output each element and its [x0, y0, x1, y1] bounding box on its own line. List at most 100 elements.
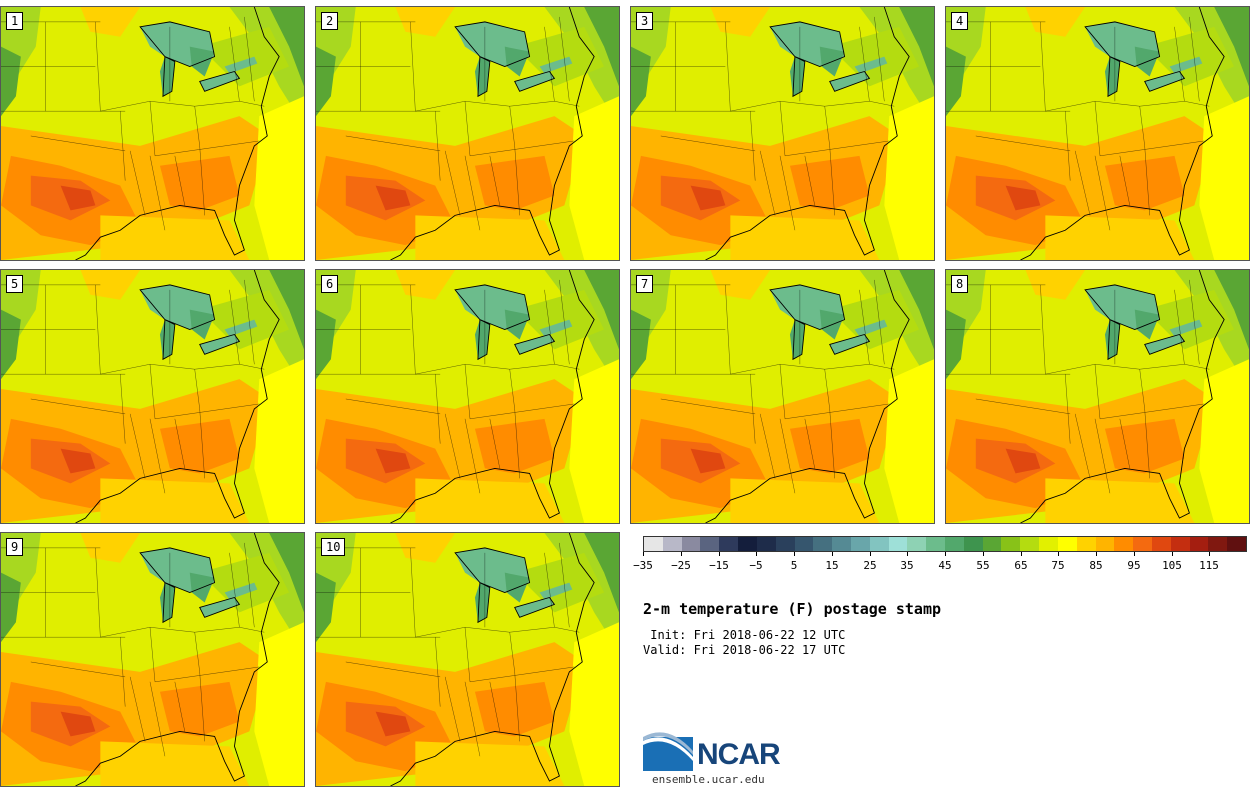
- colorbar-swatch: [1114, 537, 1134, 551]
- member-number-label: 10: [321, 538, 346, 556]
- colorbar-swatch: [888, 537, 908, 551]
- colorbar-swatch: [926, 537, 945, 551]
- member-number-label: 3: [636, 12, 654, 30]
- colorbar-swatch: [1208, 537, 1228, 551]
- temperature-map: [946, 7, 1249, 260]
- member-panel: 5: [0, 269, 305, 524]
- colorbar-tick: [643, 552, 644, 556]
- temperature-colorbar: [643, 536, 1247, 552]
- member-panel: 1: [0, 6, 305, 261]
- colorbar-swatch: [1039, 537, 1058, 551]
- colorbar-tick: [870, 552, 871, 556]
- valid-time: Valid: Fri 2018-06-22 17 UTC: [643, 643, 846, 657]
- colorbar-tick-label: −15: [709, 559, 729, 572]
- colorbar-tick: [681, 552, 682, 556]
- colorbar-tick: [832, 552, 833, 556]
- member-panel: 6: [315, 269, 620, 524]
- colorbar-swatch: [662, 537, 682, 551]
- colorbar-swatch: [813, 537, 833, 551]
- colorbar-ticks: −35 −25 −15 −5 5 15 25 35 45 55 65 75 85 95 105 115: [633, 552, 1247, 576]
- colorbar-swatch: [1133, 537, 1152, 551]
- colorbar-swatch: [907, 537, 927, 551]
- colorbar-tick: [794, 552, 795, 556]
- colorbar-swatch: [700, 537, 720, 551]
- colorbar-swatch: [982, 537, 1002, 551]
- colorbar-swatch: [644, 537, 663, 551]
- temperature-map: [946, 270, 1249, 523]
- colorbar-swatch: [945, 537, 964, 551]
- temperature-map: [316, 270, 619, 523]
- colorbar-tick-label: 85: [1089, 559, 1103, 572]
- colorbar-swatch: [1227, 537, 1246, 551]
- colorbar-tick-label: 25: [863, 559, 877, 572]
- member-panel: 2: [315, 6, 620, 261]
- colorbar-swatch: [681, 537, 701, 551]
- site-url: ensemble.ucar.edu: [652, 773, 765, 786]
- colorbar-tick: [945, 552, 946, 556]
- colorbar-tick-label: −35: [633, 559, 653, 572]
- colorbar-tick-label: 115: [1199, 559, 1219, 572]
- init-time: Init: Fri 2018-06-22 12 UTC: [643, 628, 846, 642]
- temperature-map: [316, 7, 619, 260]
- colorbar-tick: [907, 552, 908, 556]
- member-number-label: 2: [321, 12, 339, 30]
- colorbar-tick: [1021, 552, 1022, 556]
- member-panel: 3: [630, 6, 935, 261]
- colorbar-tick: [756, 552, 757, 556]
- colorbar-tick: [983, 552, 984, 556]
- colorbar-swatch: [869, 537, 889, 551]
- temperature-map: [1, 7, 304, 260]
- colorbar-swatch: [1057, 537, 1077, 551]
- colorbar-swatch: [850, 537, 870, 551]
- colorbar-tick-label: 45: [938, 559, 952, 572]
- colorbar-swatch: [1001, 537, 1021, 551]
- colorbar-swatch: [738, 537, 757, 551]
- colorbar-swatch: [794, 537, 814, 551]
- temperature-map: [631, 7, 934, 260]
- colorbar-tick-label: 15: [825, 559, 839, 572]
- ncar-logo-text: NCAR: [697, 738, 781, 771]
- colorbar-tick: [719, 552, 720, 556]
- temperature-map: [631, 270, 934, 523]
- member-panel: 9: [0, 532, 305, 787]
- temperature-map: [1, 270, 304, 523]
- colorbar-swatch: [1020, 537, 1040, 551]
- colorbar-tick-label: −5: [749, 559, 763, 572]
- member-panel: 4: [945, 6, 1250, 261]
- member-number-label: 6: [321, 275, 339, 293]
- colorbar-tick-label: −25: [671, 559, 691, 572]
- colorbar-swatch: [1151, 537, 1171, 551]
- colorbar-swatch: [1189, 537, 1209, 551]
- temperature-map: [316, 533, 619, 786]
- colorbar-swatch: [832, 537, 851, 551]
- colorbar-tick-label: 35: [900, 559, 914, 572]
- member-number-label: 1: [6, 12, 24, 30]
- colorbar-swatch: [719, 537, 739, 551]
- colorbar-swatch: [1095, 537, 1115, 551]
- colorbar-tick: [1209, 552, 1210, 556]
- colorbar-tick-label: 55: [976, 559, 990, 572]
- temperature-map: [1, 533, 304, 786]
- ncar-logo-icon: [643, 732, 693, 771]
- colorbar-swatch: [963, 537, 983, 551]
- plot-title: 2-m temperature (F) postage stamp: [643, 600, 942, 618]
- member-number-label: 7: [636, 275, 654, 293]
- colorbar-tick-label: 95: [1127, 559, 1141, 572]
- colorbar-tick: [1134, 552, 1135, 556]
- member-panel: 10: [315, 532, 620, 787]
- member-number-label: 4: [951, 12, 969, 30]
- member-number-label: 5: [6, 275, 24, 293]
- member-number-label: 9: [6, 538, 24, 556]
- colorbar-tick: [1096, 552, 1097, 556]
- colorbar-tick-label: 5: [790, 559, 798, 572]
- colorbar-swatch: [1170, 537, 1190, 551]
- colorbar-tick-label: 75: [1051, 559, 1065, 572]
- colorbar-tick-label: 105: [1162, 559, 1182, 572]
- colorbar-tick: [1058, 552, 1059, 556]
- colorbar-swatch: [756, 537, 776, 551]
- member-number-label: 8: [951, 275, 969, 293]
- colorbar-tick-label: 65: [1014, 559, 1028, 572]
- member-panel: 7: [630, 269, 935, 524]
- colorbar-swatch: [1076, 537, 1096, 551]
- colorbar-tick: [1172, 552, 1173, 556]
